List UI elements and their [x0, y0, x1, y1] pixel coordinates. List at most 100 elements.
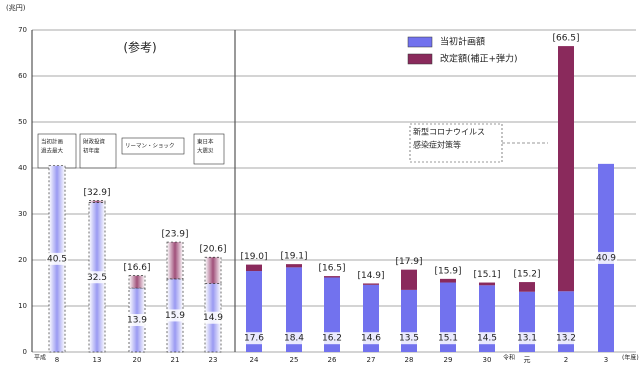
value-label: 13.9 — [127, 316, 147, 326]
value-label-bg — [283, 332, 305, 345]
x-tick-label: 13 — [93, 356, 102, 364]
value-label-bg — [516, 332, 538, 345]
total-label: [23.9] — [161, 230, 188, 240]
y-tick-label: 10 — [18, 302, 27, 310]
total-label: [20.6] — [199, 245, 226, 255]
total-label: [19.0] — [240, 252, 267, 262]
x-unit: (年度) — [622, 354, 639, 362]
total-label: [19.1] — [280, 252, 307, 262]
value-label: 14.5 — [477, 334, 497, 344]
annotation-box — [79, 133, 117, 169]
value-label: 18.4 — [284, 334, 304, 344]
annotation-box — [121, 137, 185, 155]
total-label: [66.5] — [552, 34, 579, 44]
total-label: [14.9] — [357, 271, 384, 281]
legend-label: 改定額(補正+弾力) — [440, 53, 518, 65]
value-label-bg — [360, 332, 382, 345]
bar-segment — [479, 282, 495, 286]
y-tick-label: 20 — [18, 256, 27, 264]
value-label-bg — [437, 332, 459, 345]
annotation-text: 当初計画 — [41, 138, 63, 146]
bar-segment — [558, 46, 574, 292]
value-label: 15.9 — [165, 311, 185, 321]
reference-label: (参考) — [123, 40, 156, 55]
annotation-text: 大震災 — [197, 147, 214, 155]
annotation-text: リーマン・ショック — [125, 143, 175, 150]
value-label-bg — [126, 314, 148, 327]
value-label: 13.1 — [517, 334, 537, 344]
value-label: 15.1 — [438, 334, 458, 344]
x-tick-label: 25 — [290, 356, 299, 364]
value-label-bg — [243, 332, 265, 345]
value-label-bg — [398, 332, 420, 345]
annotation-box — [193, 133, 225, 165]
y-tick-label: 70 — [18, 26, 27, 34]
y-tick-label: 30 — [18, 210, 27, 218]
value-label: 32.5 — [87, 273, 107, 283]
y-tick-label: 60 — [18, 72, 27, 80]
value-label-bg — [555, 332, 577, 345]
value-label: 17.6 — [244, 334, 264, 344]
x-tick-label: 8 — [55, 356, 59, 364]
bar-segment — [324, 276, 340, 278]
total-label: [32.9] — [83, 188, 110, 198]
bar-segment — [286, 267, 302, 352]
annotation-text: 新型コロナウイルス — [413, 127, 485, 137]
bar-segment — [166, 241, 184, 280]
value-label-bg — [595, 251, 617, 264]
bar-segment — [401, 269, 417, 290]
x-tick-label: 21 — [171, 356, 180, 364]
value-label-bg — [164, 309, 186, 322]
x-tick-label: 24 — [250, 356, 259, 364]
era-label: 平成 — [34, 354, 46, 362]
y-label: (兆円) — [6, 3, 26, 12]
x-tick-label: 3 — [604, 356, 608, 364]
annotation-box — [409, 123, 503, 163]
value-label: 13.5 — [399, 334, 419, 344]
x-tick-label: 2 — [564, 356, 568, 364]
x-tick-label: 23 — [209, 356, 218, 364]
x-tick-label: 26 — [328, 356, 337, 364]
era-label: 令和 — [503, 354, 515, 362]
value-label: 40.9 — [596, 253, 616, 263]
legend-label: 当初計画額 — [440, 36, 485, 48]
value-label: 14.6 — [361, 334, 381, 344]
annotation-text: 感染症対策等 — [413, 140, 461, 150]
value-label: 40.5 — [47, 254, 67, 264]
total-label: [17.9] — [395, 257, 422, 267]
total-label: [15.9] — [434, 266, 461, 276]
legend-swatch — [407, 53, 433, 65]
x-tick-label: 29 — [444, 356, 453, 364]
value-label-bg — [321, 332, 343, 345]
annotation-text: 財政投資 — [83, 138, 106, 146]
value-label: 14.9 — [203, 313, 223, 323]
x-tick-label: 27 — [367, 356, 376, 364]
total-label: [16.6] — [123, 263, 150, 273]
y-tick-label: 40 — [18, 164, 27, 172]
x-tick-label: 30 — [483, 356, 492, 364]
bar-segment — [440, 278, 456, 283]
legend-swatch — [407, 36, 433, 48]
y-tick-label: 0 — [23, 348, 27, 356]
total-label: [16.5] — [318, 264, 345, 274]
value-label-bg — [46, 252, 68, 265]
value-label-bg — [86, 271, 108, 284]
bar-segment — [128, 275, 146, 289]
x-tick-label: 28 — [405, 356, 414, 364]
bar-segment — [204, 256, 222, 284]
bar-segment — [246, 271, 262, 352]
value-label: 16.2 — [322, 334, 342, 344]
x-tick-label: 20 — [133, 356, 142, 364]
total-label: [15.1] — [473, 270, 500, 280]
bar-segment — [519, 282, 535, 292]
bar-segment — [88, 200, 106, 203]
annotation-text: 過去最大 — [41, 147, 64, 155]
bar-segment — [363, 283, 379, 285]
total-label: [15.2] — [513, 270, 540, 280]
value-label-bg — [476, 332, 498, 345]
annotation-text: 東日本 — [197, 138, 214, 146]
value-label-bg — [202, 311, 224, 324]
annotation-text: 初年度 — [83, 147, 100, 155]
